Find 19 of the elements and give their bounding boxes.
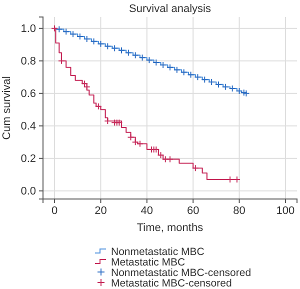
chart-title: Survival analysis <box>129 3 212 15</box>
x-tick-label: 20 <box>94 204 107 217</box>
y-tick-label: 0.6 <box>20 88 36 100</box>
x-tick-label: 100 <box>276 204 295 217</box>
x-tick-label: 80 <box>233 204 246 217</box>
x-axis-title: Time, months <box>136 222 204 234</box>
x-tick-label: 0 <box>51 204 58 217</box>
y-tick-label: 1.0 <box>20 22 36 35</box>
legend-label: Metastatic MBC-censored <box>111 278 232 289</box>
x-tick-label: 40 <box>140 204 154 217</box>
y-tick-label: 0.4 <box>20 120 36 132</box>
legend-label: Nonmetastatic MBC <box>111 246 205 258</box>
x-tick-label: 60 <box>186 204 200 217</box>
y-axis-title: Cum survival <box>1 76 13 140</box>
y-tick-label: 0.2 <box>20 152 36 165</box>
y-tick-label: 0.8 <box>20 55 36 68</box>
y-tick-label: 0.0 <box>20 185 36 198</box>
legend-label: Nonmetastatic MBC-censored <box>111 267 252 279</box>
legend-label: Metastatic MBC <box>111 256 186 268</box>
